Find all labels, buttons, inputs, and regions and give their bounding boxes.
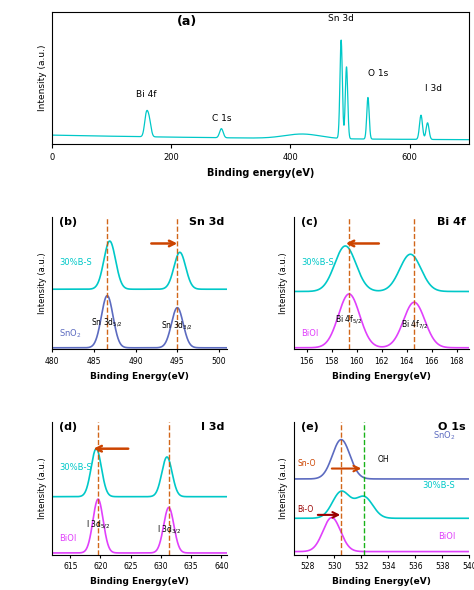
- X-axis label: Binding Energy(eV): Binding Energy(eV): [91, 577, 189, 586]
- Text: SnO$_2$: SnO$_2$: [59, 327, 82, 340]
- Text: C 1s: C 1s: [211, 114, 231, 123]
- Text: (d): (d): [59, 422, 77, 432]
- Y-axis label: Intensity (a.u.): Intensity (a.u.): [37, 45, 46, 112]
- Text: BiOI: BiOI: [438, 532, 455, 540]
- Text: BiOI: BiOI: [301, 329, 319, 338]
- Text: 30%B-S: 30%B-S: [301, 258, 334, 267]
- Y-axis label: Intensity (a.u.): Intensity (a.u.): [37, 458, 46, 519]
- Text: (c): (c): [301, 217, 318, 227]
- Text: (e): (e): [301, 422, 319, 432]
- Text: Bi 4f$_{7/2}$: Bi 4f$_{7/2}$: [401, 319, 428, 331]
- Text: SnO$_2$: SnO$_2$: [433, 429, 455, 441]
- Y-axis label: Intensity (a.u.): Intensity (a.u.): [280, 458, 289, 519]
- Text: I 3d: I 3d: [201, 422, 224, 432]
- Text: O 1s: O 1s: [368, 68, 388, 78]
- Y-axis label: Intensity (a.u.): Intensity (a.u.): [280, 253, 289, 314]
- Text: 30%B-S: 30%B-S: [422, 481, 455, 490]
- Text: Sn-O: Sn-O: [298, 459, 316, 468]
- Text: Sn 3d$_{3/2}$: Sn 3d$_{3/2}$: [162, 319, 193, 332]
- Text: BiOI: BiOI: [59, 535, 76, 543]
- X-axis label: Binding energy(eV): Binding energy(eV): [207, 168, 314, 178]
- X-axis label: Binding Energy(eV): Binding Energy(eV): [91, 372, 189, 381]
- Text: (a): (a): [177, 15, 198, 28]
- Text: OH: OH: [378, 455, 390, 464]
- Text: Bi 4f: Bi 4f: [437, 217, 466, 227]
- Text: Bi 4f: Bi 4f: [136, 90, 156, 99]
- Y-axis label: Intensity (a.u.): Intensity (a.u.): [37, 253, 46, 314]
- Text: Bi-O: Bi-O: [298, 505, 314, 514]
- Text: 30%B-S: 30%B-S: [59, 258, 92, 267]
- Text: I 3d$_{3/2}$: I 3d$_{3/2}$: [156, 523, 181, 536]
- Text: Bi 4f$_{5/2}$: Bi 4f$_{5/2}$: [336, 313, 363, 326]
- Text: O 1s: O 1s: [438, 422, 466, 432]
- Text: I 3d: I 3d: [425, 84, 442, 93]
- Text: (b): (b): [59, 217, 77, 227]
- Text: Sn 3d$_{5/2}$: Sn 3d$_{5/2}$: [91, 317, 123, 329]
- Text: Sn 3d: Sn 3d: [189, 217, 224, 227]
- Text: Sn 3d: Sn 3d: [328, 14, 354, 23]
- X-axis label: Binding Energy(eV): Binding Energy(eV): [332, 372, 431, 381]
- Text: 30%B-S: 30%B-S: [59, 463, 92, 472]
- Text: I 3d$_{5/2}$: I 3d$_{5/2}$: [86, 519, 110, 532]
- X-axis label: Binding Energy(eV): Binding Energy(eV): [332, 577, 431, 586]
